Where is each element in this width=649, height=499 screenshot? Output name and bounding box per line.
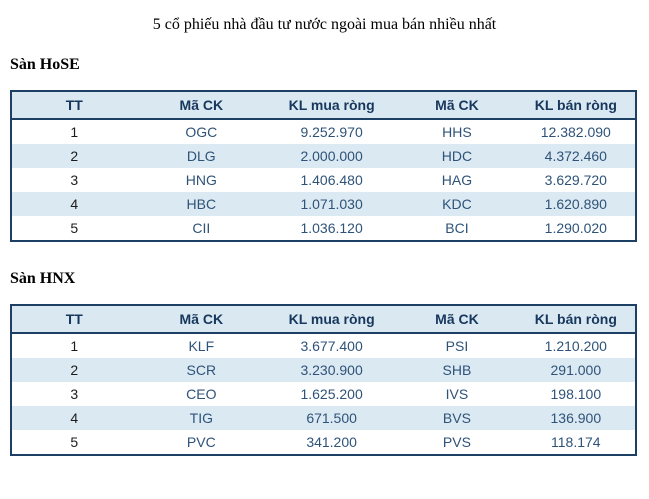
sell-ticker-cell: BCI: [445, 220, 469, 236]
column-header-rank-cell: TT: [11, 91, 137, 120]
buy-volume-cell: 2.000.000: [300, 148, 363, 164]
sell-ticker-cell: HDC: [441, 148, 473, 164]
rank-cell: 4: [70, 196, 79, 212]
rank-cell: 4: [70, 410, 79, 426]
buy-ticker-cell: PVC: [186, 434, 216, 450]
table-row: 2 SCR 3.230.900 SHB 291.000: [11, 358, 636, 382]
table-row: 4 HBC 1.071.030 KDC 1.620.890: [11, 192, 636, 216]
rank-cell: 2: [70, 362, 79, 378]
column-header-buy-volume-cell: KL mua ròng: [266, 305, 398, 334]
sell-volume-cell: 118.174: [551, 434, 601, 450]
table-row: 3 CEO 1.625.200 IVS 198.100: [11, 382, 636, 406]
sell-ticker-cell: PSI: [445, 338, 469, 354]
rank-cell: 2: [70, 148, 79, 164]
sell-ticker-cell: HAG: [441, 172, 473, 188]
hnx-section: Sàn HNX TT Mã CK KL mua ròng Mã CK KL bán rò…: [0, 270, 649, 456]
buy-volume-cell: 3.677.400: [300, 338, 363, 354]
sell-volume-cell: 1.210.200: [544, 338, 607, 354]
sell-ticker-cell: SHB: [442, 362, 472, 378]
rank-cell: 3: [70, 386, 79, 402]
buy-ticker-cell: DLG: [186, 148, 216, 164]
column-header-buy-ticker-cell: Mã CK: [136, 305, 266, 334]
sell-volume-cell: 291.000: [550, 362, 602, 378]
rank-cell: 3: [70, 172, 79, 188]
rank-cell: 5: [70, 220, 79, 236]
table-row: 5 PVC 341.200 PVS 118.174: [11, 430, 636, 455]
buy-ticker-cell: HNG: [185, 172, 217, 188]
sell-ticker-cell: KDC: [442, 196, 472, 212]
rank-cell: 5: [70, 434, 79, 450]
buy-ticker-cell: HBC: [186, 196, 217, 212]
buy-ticker-cell: CII: [192, 220, 211, 236]
sell-ticker-cell: BVS: [442, 410, 471, 426]
page-title: 5 cổ phiếu nhà đầu tư nước ngoài mua bán…: [152, 16, 497, 33]
sell-volume-cell: 136.900: [550, 410, 602, 426]
sell-volume-cell: 198.100: [550, 386, 602, 402]
hose-section: Sàn HoSE TT Mã CK KL mua ròng Mã CK KL bán r…: [0, 56, 649, 242]
article-page: { "page": { "title": "5 cổ phiếu nhà đầu…: [0, 15, 649, 499]
table-row: 4 TIG 671.500 BVS 136.900: [11, 406, 636, 430]
header-row: TT Mã CK KL mua ròng Mã CK KL bán ròng: [11, 91, 636, 120]
section-heading-hose: Sàn HoSE: [10, 56, 80, 73]
column-header-sell-ticker-cell: Mã CK: [397, 91, 517, 120]
buy-ticker-cell: OGC: [185, 124, 218, 140]
column-header-rank-cell: TT: [11, 305, 137, 334]
table-row: 1 KLF 3.677.400 PSI 1.210.200: [11, 333, 636, 358]
hnx-table: TT Mã CK KL mua ròng Mã CK KL bán ròng 1 KLF 3.…: [10, 304, 637, 456]
column-header-buy-volume-cell: KL mua ròng: [266, 91, 398, 120]
buy-volume-cell: 1.036.120: [300, 220, 363, 236]
buy-volume-cell: 3.230.900: [300, 362, 363, 378]
rank-cell: 1: [70, 338, 79, 354]
table-row: 1 OGC 9.252.970 HHS 12.382.090: [11, 119, 636, 144]
buy-ticker-cell: KLF: [188, 338, 215, 354]
column-header-sell-volume-cell: KL bán ròng: [516, 305, 636, 334]
hose-table: TT Mã CK KL mua ròng Mã CK KL bán ròng 1 OGC 9.…: [10, 90, 637, 242]
header-row: TT Mã CK KL mua ròng Mã CK KL bán ròng: [11, 305, 636, 334]
buy-volume-cell: 1.071.030: [300, 196, 363, 212]
sell-volume-cell: 12.382.090: [540, 124, 611, 140]
sell-ticker-cell: HHS: [442, 124, 472, 140]
buy-ticker-cell: CEO: [186, 386, 217, 402]
sell-volume-cell: 3.629.720: [544, 172, 607, 188]
buy-volume-cell: 1.625.200: [300, 386, 363, 402]
buy-volume-cell: 671.500: [306, 410, 357, 426]
rank-cell: 1: [70, 124, 79, 140]
sell-ticker-cell: PVS: [442, 434, 471, 450]
column-header-sell-ticker-cell: Mã CK: [397, 305, 517, 334]
section-heading-hnx: Sàn HNX: [10, 270, 76, 287]
buy-volume-cell: 9.252.970: [300, 124, 363, 140]
sell-volume-cell: 1.290.020: [544, 220, 607, 236]
buy-volume-cell: 1.406.480: [300, 172, 363, 188]
buy-volume-cell: 341.200: [306, 434, 357, 450]
column-header-sell-volume-cell: KL bán ròng: [516, 91, 636, 120]
column-header-buy-ticker-cell: Mã CK: [136, 91, 266, 120]
table-row: 2 DLG 2.000.000 HDC 4.372.460: [11, 144, 636, 168]
table-row: 5 CII 1.036.120 BCI 1.290.020: [11, 216, 636, 241]
sell-volume-cell: 4.372.460: [544, 148, 607, 164]
sell-ticker-cell: IVS: [445, 386, 469, 402]
sell-volume-cell: 1.620.890: [544, 196, 607, 212]
buy-ticker-cell: SCR: [186, 362, 217, 378]
table-row: 3 HNG 1.406.480 HAG 3.629.720: [11, 168, 636, 192]
buy-ticker-cell: TIG: [189, 410, 213, 426]
